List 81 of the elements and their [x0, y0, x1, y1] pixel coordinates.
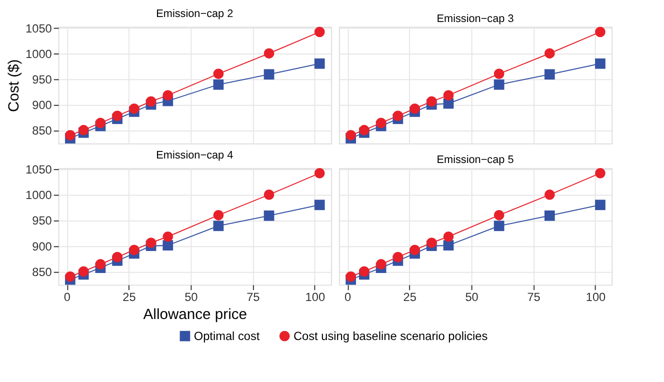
- point: [346, 271, 356, 282]
- point: [65, 271, 76, 282]
- y-tick-label: 900: [32, 98, 52, 112]
- point: [346, 130, 356, 140]
- point: [595, 26, 606, 38]
- point: [314, 26, 325, 38]
- point: [314, 200, 325, 210]
- point: [146, 96, 156, 107]
- point: [426, 96, 437, 107]
- point: [78, 124, 89, 136]
- y-tick-label: 850: [32, 264, 52, 279]
- point: [443, 231, 454, 242]
- point: [544, 48, 555, 59]
- point: [162, 240, 174, 250]
- point: [359, 124, 370, 136]
- point: [376, 118, 386, 128]
- point: [595, 200, 606, 210]
- point: [264, 69, 274, 80]
- point: [112, 110, 122, 121]
- x-tick-label: 100: [305, 290, 326, 304]
- point: [95, 118, 106, 128]
- x-tick-label: 0: [344, 290, 352, 304]
- y-tick-label: 950: [32, 214, 52, 228]
- point: [376, 259, 386, 270]
- x-axis-title: Allowance price: [143, 306, 248, 323]
- x-tick-label: 75: [246, 290, 260, 304]
- point: [314, 58, 325, 69]
- y-axis-title: Cost ($): [6, 59, 23, 112]
- point: [65, 130, 76, 140]
- point: [494, 79, 504, 90]
- chart-title: Emission−cap 4: [156, 149, 234, 162]
- point: [128, 103, 140, 114]
- point: [392, 252, 404, 262]
- point: [359, 266, 370, 277]
- legend-label: Optimal cost: [194, 329, 260, 344]
- x-tick-label: 100: [586, 290, 606, 304]
- point: [264, 190, 274, 200]
- point: [426, 238, 437, 248]
- point: [595, 58, 606, 69]
- x-tick-label: 50: [465, 290, 479, 304]
- chart-title: Emission−cap 3: [436, 12, 514, 25]
- y-tick-label: 1000: [26, 188, 52, 202]
- x-tick-label: 50: [184, 290, 198, 304]
- point: [314, 168, 325, 178]
- point: [595, 168, 606, 178]
- y-tick-label: 950: [32, 72, 52, 86]
- point: [213, 79, 224, 90]
- point: [544, 69, 555, 80]
- point: [544, 210, 555, 221]
- legend-label: Cost using baseline scenario policies: [293, 329, 488, 344]
- point: [162, 90, 174, 100]
- point: [392, 110, 404, 121]
- y-tick-label: 1050: [26, 162, 52, 177]
- y-tick-label: 1050: [26, 21, 52, 36]
- point: [78, 266, 89, 277]
- y-tick-label: 900: [32, 239, 52, 254]
- point: [264, 210, 274, 221]
- x-tick-label: 25: [122, 290, 136, 304]
- point: [410, 103, 420, 114]
- x-tick-label: 25: [403, 290, 417, 304]
- point: [146, 238, 156, 248]
- point: [544, 190, 555, 200]
- chart-title: Emission−cap 5: [436, 154, 514, 166]
- point: [213, 210, 224, 220]
- point: [494, 210, 504, 220]
- point: [95, 259, 106, 270]
- point: [162, 231, 174, 242]
- point: [264, 48, 274, 59]
- point: [213, 68, 224, 80]
- point: [213, 220, 224, 232]
- chart-title: Emission−cap 2: [156, 8, 234, 20]
- point: [410, 244, 420, 256]
- point: [494, 68, 504, 80]
- y-tick-label: 850: [32, 124, 52, 138]
- point: [443, 90, 454, 100]
- x-tick-label: 75: [527, 290, 541, 304]
- x-tick-label: 0: [64, 290, 71, 304]
- point: [128, 244, 140, 256]
- point: [112, 252, 122, 262]
- y-tick-label: 1000: [26, 46, 52, 61]
- point: [494, 220, 504, 232]
